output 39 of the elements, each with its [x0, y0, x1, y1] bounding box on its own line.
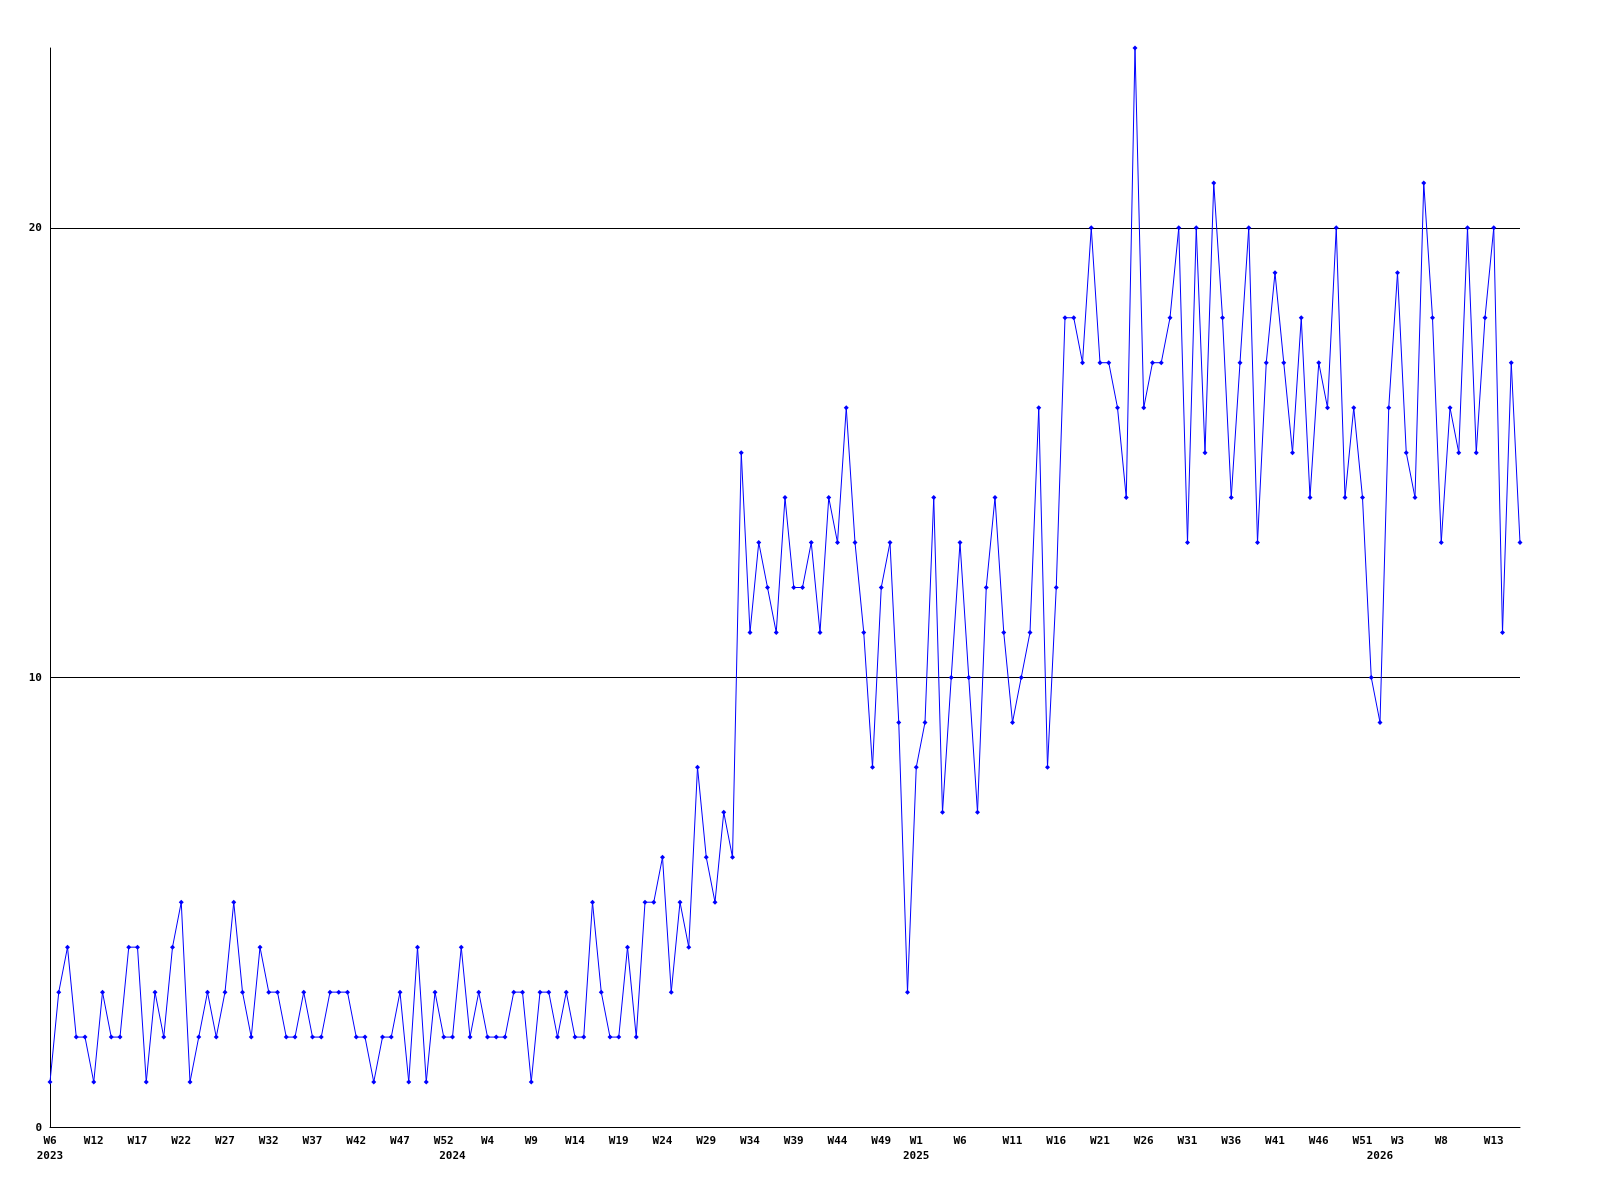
- x-tick-label: W6: [953, 1134, 967, 1147]
- y-tick-label: 0: [35, 1120, 42, 1134]
- x-tick-label: 2026: [1366, 1149, 1394, 1162]
- x-tick-label: W12: [83, 1134, 104, 1147]
- x-tick-label: W26: [1133, 1134, 1155, 1147]
- x-tick-label: W11: [1002, 1134, 1023, 1147]
- x-tick-label: W14: [565, 1134, 586, 1147]
- y-tick-label: 10: [28, 670, 42, 684]
- x-tick-label: W36: [1221, 1134, 1242, 1147]
- x-tick-label: W32: [258, 1134, 279, 1147]
- x-tick-label: W44: [827, 1134, 848, 1147]
- x-tick-label: W41: [1265, 1134, 1286, 1147]
- x-tick-label: W52: [433, 1134, 454, 1147]
- x-tick-label: W34: [740, 1134, 761, 1147]
- x-tick-label: W39: [783, 1134, 804, 1147]
- x-tick-label: W31: [1177, 1134, 1198, 1147]
- x-tick-label: W27: [215, 1134, 235, 1147]
- x-tick-label: W16: [1046, 1134, 1067, 1147]
- x-tick-label: W13: [1483, 1134, 1504, 1147]
- x-tick-label: W29: [696, 1134, 717, 1147]
- x-tick-label: W1 2025: [903, 1134, 930, 1162]
- x-tick-label: W24: [652, 1134, 673, 1147]
- x-tick-label: W22: [171, 1134, 192, 1147]
- x-tick-label: W37: [302, 1134, 323, 1147]
- x-tick-label: W42: [346, 1134, 367, 1147]
- x-tick-label: W21: [1090, 1134, 1111, 1147]
- x-tick-label: W46: [1308, 1134, 1330, 1147]
- y-tick-label: 20: [28, 221, 42, 235]
- x-tick-label: W19: [608, 1134, 629, 1147]
- x-tick-label: W9: [524, 1134, 538, 1147]
- x-tick-label: W17: [127, 1134, 148, 1147]
- x-tick-label: W49: [871, 1134, 892, 1147]
- x-tick-label: W51: [1352, 1134, 1373, 1147]
- x-tick-label: 2024: [439, 1149, 467, 1162]
- x-tick-label: W8: [1434, 1134, 1448, 1147]
- x-tick-label: W4: [480, 1134, 495, 1147]
- x-tick-label: W47: [390, 1134, 410, 1147]
- x-tick-label: W6 2023: [36, 1134, 64, 1162]
- x-tick-label: W3: [1390, 1134, 1405, 1147]
